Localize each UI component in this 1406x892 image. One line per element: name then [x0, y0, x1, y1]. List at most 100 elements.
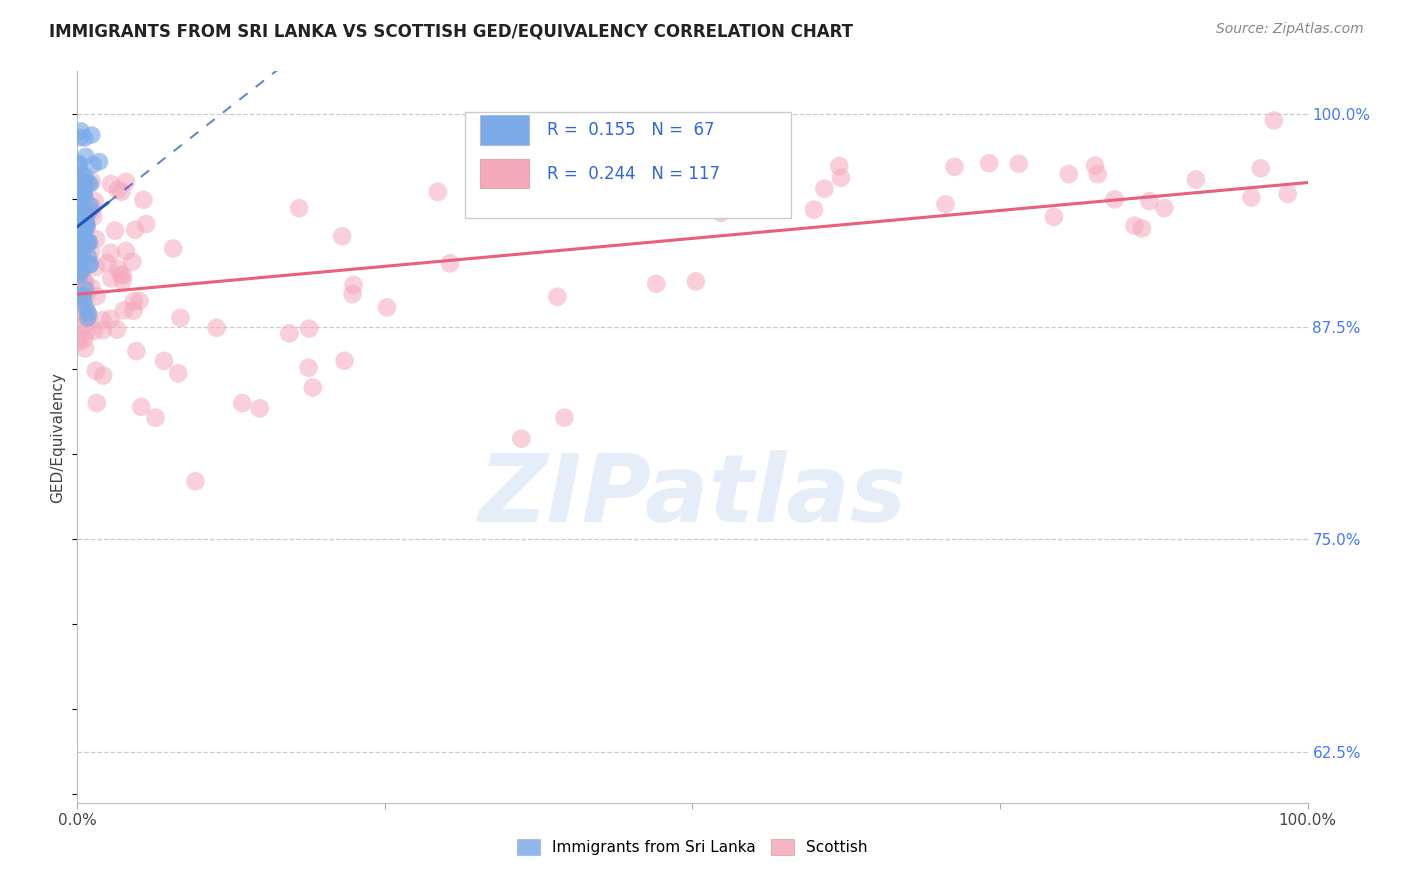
Text: R =  0.244   N = 117: R = 0.244 N = 117	[547, 165, 720, 183]
Point	[70, 203, 93, 218]
Point	[75, 220, 97, 235]
Point	[76, 286, 98, 301]
Point	[73, 222, 96, 236]
Point	[73, 174, 96, 188]
Point	[1123, 219, 1146, 233]
Point	[67, 218, 90, 232]
Point	[77, 306, 100, 320]
Point	[162, 242, 184, 256]
Point	[83, 194, 105, 208]
Point	[107, 183, 129, 197]
Point	[105, 323, 128, 337]
Point	[75, 213, 97, 227]
Point	[69, 256, 91, 270]
Point	[75, 215, 97, 229]
Point	[72, 185, 94, 199]
Point	[288, 201, 311, 215]
Point	[298, 321, 321, 335]
Point	[439, 256, 461, 270]
Point	[1084, 159, 1107, 173]
Point	[76, 311, 98, 326]
FancyBboxPatch shape	[479, 115, 529, 145]
Point	[75, 317, 97, 331]
Point	[75, 325, 97, 339]
Point	[69, 166, 91, 180]
Point	[125, 344, 148, 359]
Point	[803, 202, 825, 217]
Point	[73, 332, 96, 346]
Point	[685, 274, 707, 288]
Point	[1104, 193, 1126, 207]
Point	[75, 275, 97, 289]
Point	[67, 334, 90, 349]
Point	[72, 230, 94, 244]
Point	[67, 200, 90, 214]
Point	[112, 268, 135, 282]
Point	[1277, 186, 1299, 201]
Point	[73, 276, 96, 290]
Point	[80, 174, 103, 188]
Point	[73, 207, 96, 221]
Point	[72, 304, 94, 318]
Point	[96, 256, 118, 270]
Point	[112, 303, 135, 318]
Point	[75, 149, 97, 163]
Point	[100, 177, 122, 191]
Point	[82, 210, 104, 224]
Point	[231, 396, 253, 410]
Point	[72, 177, 94, 191]
Point	[76, 234, 98, 248]
Point	[73, 131, 96, 145]
Point	[67, 224, 90, 238]
Point	[145, 410, 167, 425]
Point	[69, 268, 91, 282]
Point	[132, 193, 155, 207]
Point	[1043, 210, 1066, 224]
Point	[67, 248, 90, 262]
Point	[278, 326, 301, 341]
Point	[69, 219, 91, 233]
Point	[828, 159, 851, 173]
Point	[75, 169, 97, 184]
Point	[69, 173, 91, 187]
Point	[1008, 157, 1031, 171]
Point	[124, 223, 146, 237]
Point	[70, 124, 93, 138]
Point	[111, 274, 134, 288]
Point	[73, 226, 96, 240]
Point	[75, 282, 97, 296]
Point	[84, 232, 107, 246]
Point	[426, 185, 449, 199]
Point	[1153, 201, 1175, 215]
Point	[70, 294, 93, 309]
Point	[67, 247, 90, 261]
Point	[169, 310, 191, 325]
Point	[934, 197, 956, 211]
Point	[104, 224, 127, 238]
Point	[1057, 167, 1080, 181]
Point	[830, 170, 852, 185]
Text: IMMIGRANTS FROM SRI LANKA VS SCOTTISH GED/EQUIVALENCY CORRELATION CHART: IMMIGRANTS FROM SRI LANKA VS SCOTTISH GE…	[49, 22, 853, 40]
Point	[645, 277, 668, 291]
Point	[91, 368, 114, 383]
Text: Source: ZipAtlas.com: Source: ZipAtlas.com	[1216, 22, 1364, 37]
Point	[1087, 167, 1109, 181]
Point	[76, 198, 98, 212]
Point	[72, 288, 94, 302]
Point	[79, 258, 101, 272]
Point	[72, 269, 94, 284]
Point	[342, 287, 364, 301]
Point	[1250, 161, 1272, 176]
Point	[1137, 194, 1160, 208]
Point	[67, 329, 90, 343]
Point	[86, 260, 108, 274]
Point	[77, 250, 100, 264]
Point	[67, 186, 90, 201]
Point	[73, 214, 96, 228]
Point	[72, 178, 94, 192]
Point	[79, 199, 101, 213]
Point	[121, 254, 143, 268]
Point	[73, 293, 96, 308]
Point	[69, 290, 91, 304]
Point	[76, 219, 98, 233]
